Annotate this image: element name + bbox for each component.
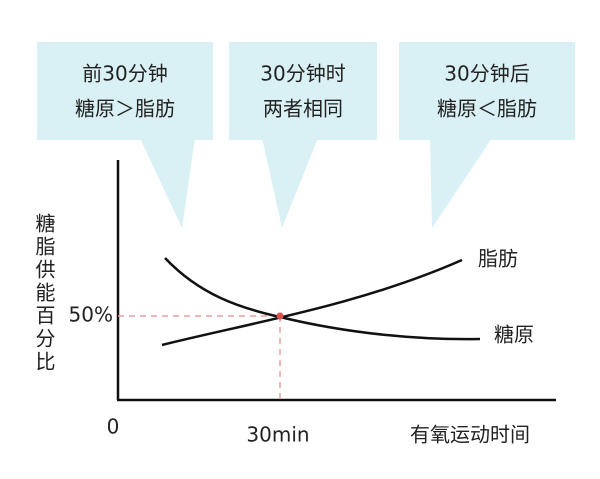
x-marker-label: 30min <box>246 423 309 447</box>
callout-text: 糖原＜脂肪 <box>437 97 537 121</box>
callout-text: 30分钟时 <box>260 62 345 86</box>
origin-label: 0 <box>107 415 120 439</box>
callout-box <box>229 42 377 140</box>
glycogen-curve <box>164 257 481 341</box>
x-axis-label: 有氧运动时间 <box>410 423 530 447</box>
intersection-dot <box>276 312 284 320</box>
axes <box>116 160 556 402</box>
guides <box>118 315 281 400</box>
callout-text: 两者相同 <box>263 97 343 121</box>
callout-tail <box>262 138 318 228</box>
callout-shapes <box>37 42 575 228</box>
callout-tail <box>140 138 195 228</box>
y-axis-label: 糖脂供能百分比 <box>32 213 56 374</box>
callout-box <box>37 42 213 140</box>
curve-label: 脂肪 <box>478 247 518 271</box>
y-marker-label: 50% <box>69 303 113 327</box>
callout-box <box>399 42 575 140</box>
callout-tail <box>430 138 492 228</box>
callout-text: 前30分钟 <box>82 62 167 86</box>
fat-curve <box>161 258 463 347</box>
curve-label: 糖原 <box>494 323 534 347</box>
callout-text: 糖原＞脂肪 <box>75 97 175 121</box>
callout-text: 30分钟后 <box>444 62 529 86</box>
